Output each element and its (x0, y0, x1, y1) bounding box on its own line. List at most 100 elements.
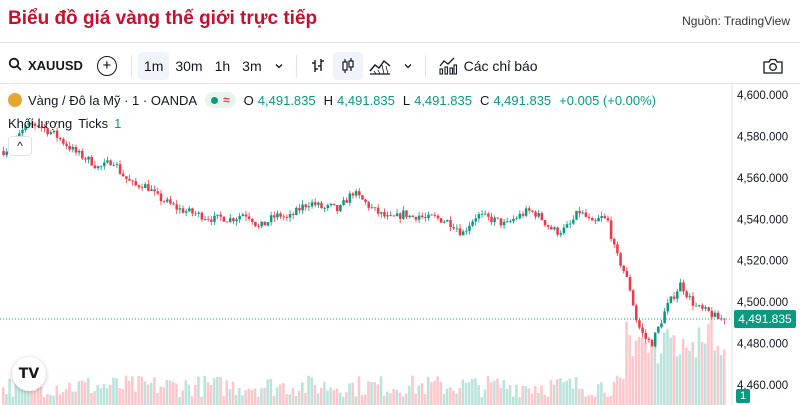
candle-body (99, 165, 103, 167)
candle-body (125, 176, 128, 179)
symbol-search[interactable]: XAUUSD (8, 57, 83, 74)
volume-bar (118, 388, 122, 405)
candle-body (58, 137, 62, 140)
candle-body (295, 207, 298, 215)
indicators-button[interactable]: Các chỉ báo (432, 52, 544, 80)
price-chart[interactable]: 4,600.000 4,580.000 4,560.000 4,540.000 4,52… (0, 84, 800, 405)
candle-body (93, 165, 97, 169)
candle-body (502, 221, 506, 226)
volume-bar (464, 382, 468, 405)
candle-body (216, 214, 219, 216)
volume-bar (190, 396, 194, 405)
volume-bar (291, 388, 295, 405)
screenshot-button[interactable] (756, 52, 790, 80)
candle-body (273, 215, 276, 218)
collapse-legend-button[interactable]: ^ (8, 136, 32, 156)
volume-bar (253, 388, 257, 405)
volume-bar (502, 380, 506, 405)
volume-bar (389, 393, 392, 405)
volume-bar (574, 377, 578, 405)
volume-bar (351, 382, 354, 405)
bar-style-button[interactable] (303, 52, 333, 80)
y-tick-label: 4,460.000 (737, 380, 788, 392)
timeframe-1h-button[interactable]: 1h (214, 57, 231, 74)
candle-style-button[interactable] (332, 51, 363, 80)
compare-symbol-button[interactable]: + (96, 55, 117, 76)
candle-body (2, 150, 5, 156)
candles-icon (342, 57, 354, 73)
timeframe-3m-button[interactable]: 3m (242, 57, 262, 74)
market-status-pill[interactable]: ≈ (205, 92, 236, 108)
candle-body (666, 302, 670, 312)
volume-bar (493, 380, 496, 405)
timeframe-dropdown-button[interactable] (268, 52, 290, 80)
candle-body (106, 160, 109, 163)
candle-body (685, 291, 688, 298)
volume-bar (181, 390, 184, 405)
candle-body (166, 199, 169, 202)
candle-body (650, 340, 654, 347)
candle-body (490, 216, 493, 223)
timeframe-1m-button[interactable]: 1m (137, 51, 170, 80)
volume-bar (285, 394, 288, 405)
candle-body (559, 233, 562, 235)
volume-bar (600, 382, 603, 405)
volume-bar (24, 382, 27, 405)
timeframe-30m-button[interactable]: 30m (175, 57, 203, 74)
volume-bar (332, 390, 336, 405)
volume-bar (168, 380, 172, 405)
candle-body (414, 216, 418, 220)
volume-bar (556, 379, 559, 405)
volume-bar (231, 381, 235, 405)
candle-body (181, 208, 185, 213)
volume-bar (722, 349, 726, 405)
chart-style-dropdown-button[interactable] (397, 52, 419, 80)
volume-badge: 1 (736, 389, 750, 403)
volume-bar (458, 388, 461, 405)
candle-body (562, 227, 566, 234)
candle-body (74, 146, 78, 153)
volume-bar (96, 384, 99, 405)
tradingview-logo[interactable]: TV (12, 357, 46, 391)
area-style-button[interactable] (363, 52, 397, 80)
candle-body (203, 218, 207, 220)
candle-body (62, 139, 65, 144)
volume-bar (568, 378, 572, 405)
candle-body (550, 226, 553, 230)
candle-body (515, 218, 518, 220)
area-chart-icon (369, 59, 391, 75)
candle-body (351, 193, 355, 196)
volume-bar (109, 384, 112, 405)
volume-bar (401, 396, 405, 405)
chart-toolbar: XAUUSD + 1m 30m 1h 3m Các chỉ báo (0, 48, 800, 84)
candle-body (606, 218, 610, 221)
toolbar-divider (295, 54, 297, 77)
volume-bar (313, 384, 317, 405)
volume-bar (562, 382, 565, 405)
candle-body (512, 218, 515, 222)
candle-body (392, 215, 396, 217)
candle-body (578, 210, 581, 214)
volume-bar (688, 350, 691, 405)
volume-bar (175, 383, 178, 405)
volume-bar (480, 396, 484, 405)
volume-bar (505, 389, 509, 405)
volume-bar (584, 396, 587, 405)
candle-body (320, 202, 323, 209)
volume-bar (105, 388, 109, 405)
candle-body (625, 270, 629, 277)
candle-body (402, 210, 405, 219)
candle-body (603, 216, 607, 219)
volume-bar (39, 386, 43, 405)
volume-bar (272, 395, 276, 405)
symbol-legend: Vàng / Đô la Mỹ · 1 · OANDA ≈ O 4,491.835… (8, 92, 656, 108)
candle-body (380, 212, 383, 214)
candle-body (370, 207, 374, 209)
volume-bar (659, 353, 663, 405)
volume-bar (115, 378, 118, 405)
chart-area[interactable]: 4,600.000 4,580.000 4,560.000 4,540.000 4,52… (0, 84, 800, 405)
candle-body (465, 230, 468, 232)
volume-bar (370, 381, 373, 405)
volume-bar (27, 381, 30, 405)
candle-body (672, 296, 676, 299)
